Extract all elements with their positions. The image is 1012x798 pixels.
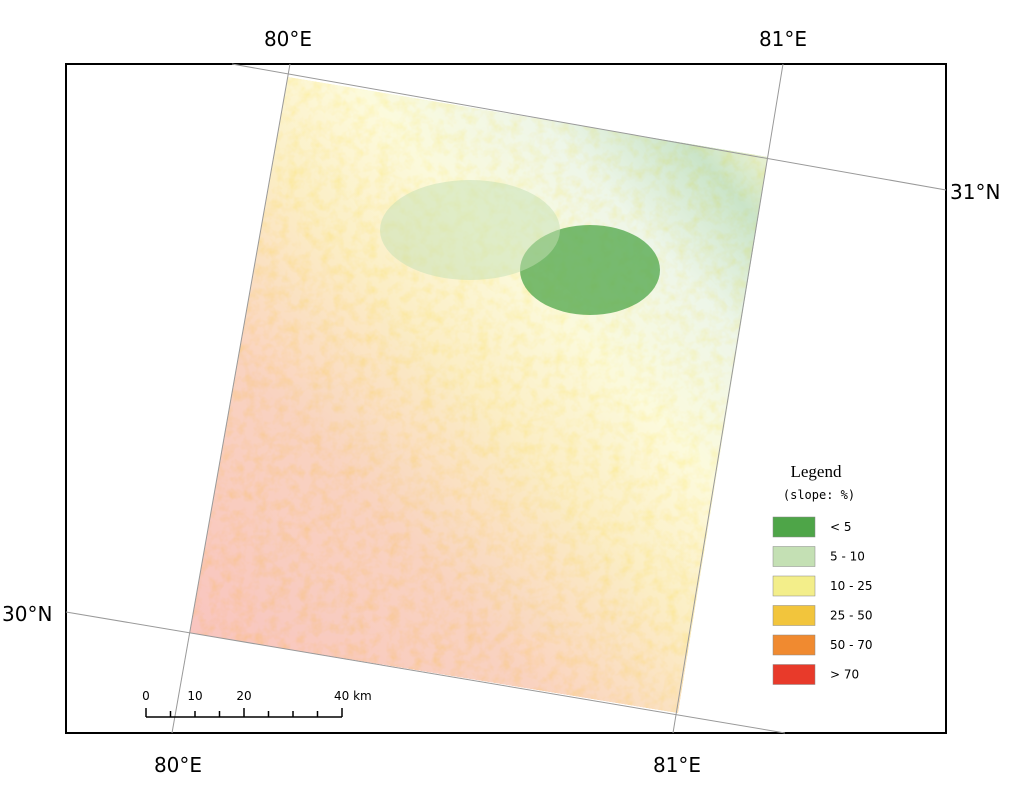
legend: < 5 5 - 10 10 - 25 25 - 50 50 - 70 > 70 [772,516,873,685]
legend-swatch [772,634,816,656]
legend-swatch [772,516,816,538]
legend-title: Legend [791,462,842,481]
scale-labels: 0 10 20 40 km [142,689,372,703]
legend-swatch [772,575,816,597]
legend-swatch [772,605,816,626]
scale-label: 10 [187,689,202,703]
scale-label: 20 [236,689,251,703]
graticule-label: 31°N [950,180,1000,204]
legend-label: 25 - 50 [830,609,873,623]
legend-label: 10 - 25 [830,579,873,593]
scale-label: 0 [142,689,150,703]
slope-raster [190,77,768,713]
graticule [65,63,947,734]
legend-label: > 70 [830,668,859,682]
graticule-label: 80°E [154,753,202,777]
legend-label: < 5 [830,520,852,534]
legend-swatch [772,664,816,685]
graticule-label: 81°E [653,753,701,777]
legend-subtitle: (slope: %) [783,488,855,502]
scale-bar [145,708,343,718]
scale-label: 40 km [334,689,372,703]
graticule-label: 81°E [759,27,807,51]
graticule-label: 30°N [2,602,52,626]
graticule-label: 80°E [264,27,312,51]
legend-swatch [772,546,816,567]
legend-label: 50 - 70 [830,638,873,652]
legend-label: 5 - 10 [830,550,865,564]
